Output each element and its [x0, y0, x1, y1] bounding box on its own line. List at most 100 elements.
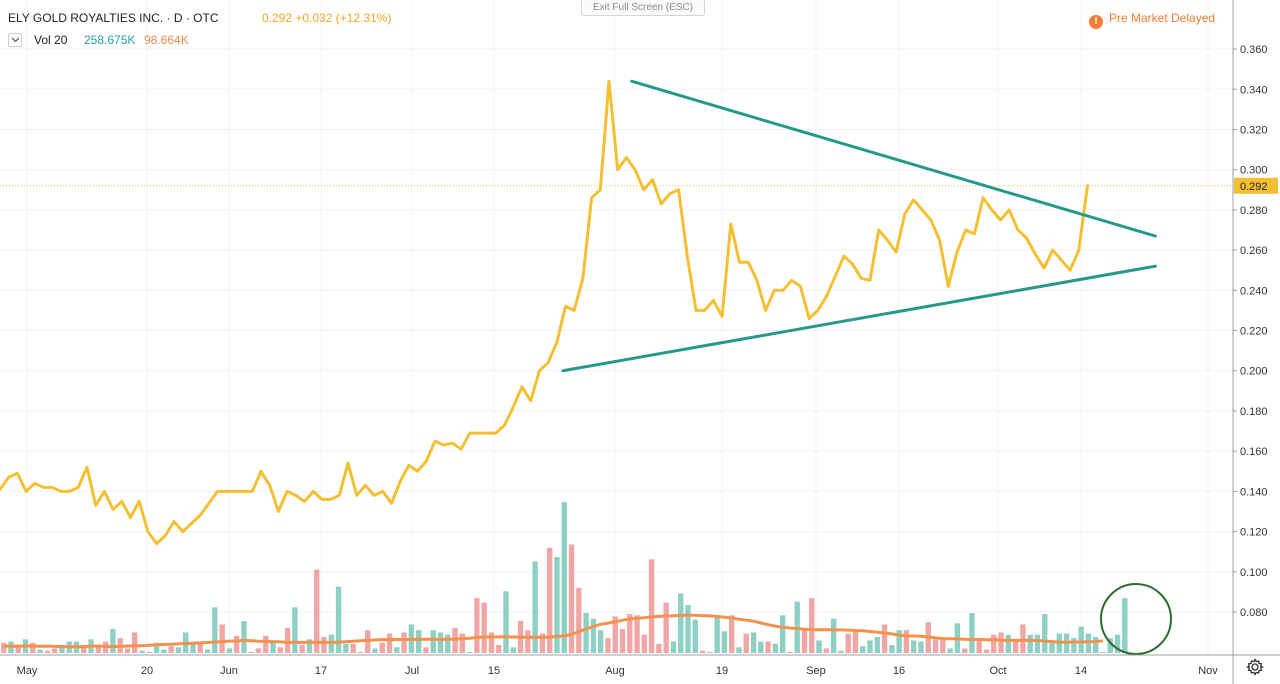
y-tick-label: 0.340 [1240, 84, 1268, 96]
symbol-title[interactable]: ELY GOLD ROYALTIES INC. · D · OTC [8, 11, 219, 25]
collapse-legend-toggle[interactable] [8, 33, 22, 47]
volume-bar [233, 635, 240, 653]
price-change: 0.292 +0.032 (+12.31%) [262, 11, 392, 25]
volume-bar [787, 651, 793, 653]
volume-bar [437, 632, 444, 653]
y-tick-label: 0.120 [1240, 527, 1268, 539]
volume-bar [561, 502, 567, 653]
volume-bar [190, 643, 196, 653]
volume-bar [597, 630, 604, 653]
volume-bar [153, 642, 160, 653]
volume-bar [212, 607, 218, 653]
volume-bar [634, 615, 640, 653]
volume-bar [707, 651, 713, 653]
volume-bar [292, 607, 298, 653]
volume-bar [372, 648, 378, 653]
volume-bar [51, 648, 58, 653]
volume-bar [612, 616, 618, 653]
x-tick-label: 20 [141, 665, 153, 677]
volume-bar [335, 586, 342, 653]
volume-bar [255, 648, 262, 653]
volume-bar [59, 646, 65, 653]
volume-bar [678, 593, 684, 653]
volume-bar [401, 632, 407, 653]
volume-bar [321, 637, 327, 653]
y-tick-label: 0.360 [1240, 44, 1268, 56]
volume-bar [474, 598, 480, 653]
volume-bar [1012, 641, 1019, 653]
gear-icon[interactable] [1244, 656, 1266, 678]
last-price-badge [1234, 177, 1278, 194]
volume-bar [903, 630, 910, 653]
x-tick-label: 16 [893, 665, 905, 677]
volume-bar [95, 647, 102, 653]
premarket-status[interactable]: ! Pre Market Delayed [1089, 11, 1215, 29]
volume-bar [830, 618, 837, 653]
alert-icon: ! [1089, 15, 1103, 29]
x-tick-label: 15 [488, 665, 500, 677]
volume-bar [510, 647, 516, 653]
volume-bar [576, 587, 582, 653]
volume-bar [284, 627, 291, 653]
x-tick-label: Sep [806, 665, 826, 677]
volume-bar [539, 633, 546, 653]
volume-bar [37, 649, 43, 653]
triangle-trendlines[interactable] [561, 79, 1157, 373]
volume-bar [386, 633, 393, 653]
volume-bar [641, 634, 648, 653]
exit-fullscreen-button[interactable]: Exit Full Screen (ESC) [581, 0, 705, 16]
volume-bar [110, 629, 116, 653]
volume-indicator-label[interactable]: Vol 20 [34, 33, 68, 47]
volume-bars [1, 502, 1128, 653]
volume-bar [896, 630, 902, 653]
trendline[interactable] [630, 79, 1157, 238]
y-tick-label: 0.240 [1240, 285, 1268, 297]
y-tick-label: 0.100 [1240, 567, 1268, 579]
volume-bar [1114, 634, 1121, 653]
volume-bar [692, 619, 698, 653]
volume-bar [219, 624, 225, 653]
volume-bar [961, 648, 968, 653]
y-tick-label: 0.320 [1240, 124, 1268, 136]
volume-bar [714, 615, 720, 653]
trendline[interactable] [561, 264, 1157, 373]
breakout-circle[interactable] [1100, 583, 1172, 655]
volume-bar [161, 649, 167, 653]
volume-bar [277, 647, 284, 653]
x-tick-label: Aug [605, 665, 625, 677]
volume-bar [750, 632, 757, 653]
volume-bar [940, 639, 946, 653]
volume-bar [1071, 638, 1077, 653]
y-tick-label: 0.200 [1240, 366, 1268, 378]
chart-grid [0, 0, 1233, 655]
volume-bar [845, 633, 851, 653]
y-tick-label: 0.220 [1240, 326, 1268, 338]
x-tick-label: 19 [716, 665, 728, 677]
volume-bar [139, 650, 145, 653]
volume-bar [146, 651, 152, 653]
volume-bar [466, 651, 473, 653]
breakout-highlight[interactable] [1100, 583, 1172, 655]
volume-ma-value: 98.664K [144, 33, 189, 47]
volume-bar [779, 615, 786, 653]
volume-bar [394, 647, 400, 653]
volume-bar [1122, 598, 1128, 653]
volume-bar [547, 547, 553, 653]
y-tick-label: 0.160 [1240, 446, 1268, 458]
y-tick-label: 0.180 [1240, 406, 1268, 418]
volume-bar [619, 629, 626, 653]
volume-bar [983, 649, 990, 653]
volume-bar [816, 640, 822, 653]
volume-bar [415, 630, 422, 653]
volume-bar [306, 639, 313, 653]
chevron-down-icon [11, 37, 20, 43]
x-tick-label: 14 [1075, 665, 1087, 677]
volume-bar [590, 618, 597, 653]
volume-bar [881, 624, 888, 653]
volume-bar [481, 602, 487, 653]
volume-bar [976, 638, 982, 653]
volume-bar [44, 650, 51, 653]
volume-bar [299, 645, 305, 653]
